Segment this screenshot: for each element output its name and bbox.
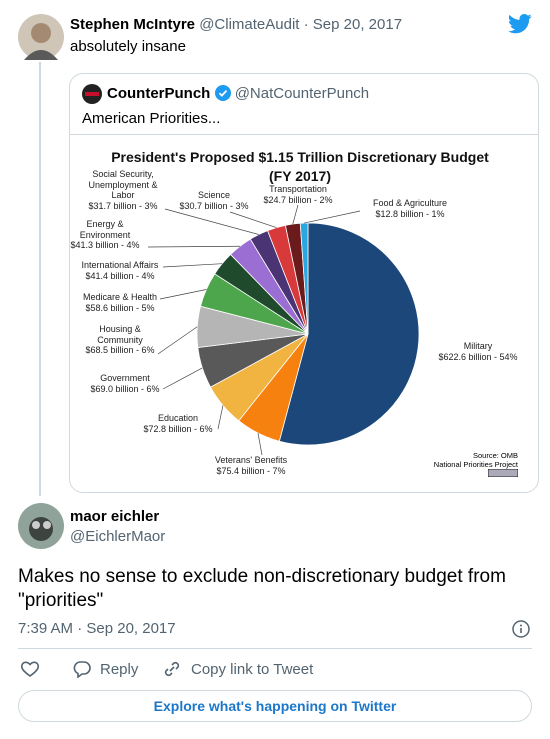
pie-slice	[299, 222, 309, 335]
leader-line	[257, 433, 263, 456]
slice-category: Science	[197, 190, 231, 200]
leader-line	[162, 263, 223, 268]
slice-label: Veterans' Benefits $75.4 billion - 7%	[201, 455, 301, 476]
slice-category: Military	[463, 341, 493, 351]
pie-slice	[278, 222, 420, 446]
leader-line	[292, 204, 299, 225]
slice-value: $24.7 billion - 2%	[263, 194, 333, 205]
slice-value: $41.4 billion - 4%	[85, 270, 155, 281]
slice-value: $622.6 billion - 54%	[438, 351, 518, 362]
slice-label: Military $622.6 billion - 54%	[433, 341, 523, 362]
quoted-name: CounterPunch	[107, 85, 211, 102]
info-icon[interactable]	[512, 620, 530, 638]
quoted-text: American Priorities...	[82, 110, 221, 127]
slice-category: Education	[157, 413, 199, 423]
slice-value: $75.4 billion - 7%	[216, 465, 286, 476]
reply-time[interactable]: 7:39 AM · Sep 20, 2017	[18, 620, 176, 637]
source-org: National Priorities Project	[433, 460, 518, 469]
verified-badge	[214, 85, 231, 101]
slice-category: Medicare & Health	[82, 292, 158, 302]
slice-category: Government	[100, 373, 150, 383]
slice-value: $12.8 billion - 1%	[375, 208, 445, 219]
author-line: Stephen McIntyre @ClimateAudit · Sep 20,…	[70, 16, 402, 33]
slice-label: Government $69.0 billion - 6%	[80, 373, 170, 394]
slice-value: $30.7 billion - 3%	[179, 200, 249, 211]
slice-value: $41.3 billion - 4%	[70, 240, 140, 250]
reply-handle[interactable]: @EichlerMaor	[70, 528, 166, 545]
slice-value: $72.8 billion - 6%	[143, 423, 213, 434]
twitter-logo[interactable]	[508, 14, 532, 34]
source: Source: OMB	[472, 451, 518, 460]
slice-value: $68.5 billion - 6%	[85, 345, 155, 355]
leader-line	[304, 210, 361, 224]
leader-line	[157, 326, 198, 355]
pie-chart	[147, 204, 420, 456]
slice-category: Social Security, Unemployment & Labor	[88, 169, 158, 200]
leader-line	[147, 245, 241, 248]
slice-label: International Affairs $41.4 billion - 4%	[75, 260, 165, 281]
slice-value: $58.6 billion - 5%	[85, 302, 155, 313]
leader-line	[162, 367, 203, 390]
reply-text: Makes no sense to exclude non-discretion…	[18, 566, 506, 611]
divider	[18, 648, 532, 649]
chart-source: Source: OMB National Priorities Project	[400, 451, 519, 479]
thread-line	[39, 62, 41, 496]
slice-category: International Affairs	[81, 260, 159, 270]
reply-name[interactable]: maor eichler	[70, 508, 160, 525]
leader-line	[159, 289, 207, 300]
quoted-tweet[interactable]: CounterPunch @NatCounterPunch American P…	[69, 73, 539, 493]
author-handle[interactable]: @ClimateAudit · Sep 20, 2017	[199, 16, 403, 33]
quoted-handle: @NatCounterPunch	[234, 85, 370, 102]
slice-label: Social Security, Unemployment & Labor $31…	[78, 169, 168, 211]
slice-label: Transportation $24.7 billion - 2%	[253, 184, 343, 205]
avatar	[18, 14, 64, 60]
slice-category: Transportation	[269, 184, 327, 194]
cc-badge	[487, 468, 519, 478]
slice-label: Energy & Environment $41.3 billion - 4%	[70, 219, 140, 251]
quoted-author: CounterPunch @NatCounterPunch	[107, 85, 369, 102]
slice-label: Medicare & Health $58.6 billion - 5%	[75, 292, 165, 313]
slice-category: Energy & Environment	[79, 219, 131, 240]
slice-label: Food & Agriculture $12.8 billion - 1%	[365, 198, 455, 219]
author-name[interactable]: Stephen McIntyre	[70, 16, 196, 33]
slice-label: Housing & Community $68.5 billion - 6%	[80, 324, 160, 356]
slice-label: Science $30.7 billion - 3%	[169, 190, 259, 211]
reply-action[interactable]: Reply	[100, 661, 139, 678]
reply-icon[interactable]	[72, 660, 92, 678]
slice-category: Food & Agriculture	[372, 198, 448, 208]
copy-link-action[interactable]: Copy link to Tweet	[191, 661, 314, 678]
slice-label: Education $72.8 billion - 6%	[133, 413, 223, 434]
slice-value: $31.7 billion - 3%	[88, 200, 158, 211]
explore-button[interactable]: Explore what's happening on Twitter	[18, 690, 532, 722]
slice-category: Veterans' Benefits	[214, 455, 288, 465]
like-icon[interactable]	[20, 660, 40, 678]
tweet-text: absolutely insane	[70, 38, 186, 55]
leader-line	[229, 211, 277, 228]
chart-title: President's Proposed $1.15 Trillion Disc…	[111, 149, 489, 184]
link-icon[interactable]	[162, 660, 182, 678]
slice-category: Housing & Community	[97, 324, 143, 345]
leader-line	[217, 405, 224, 430]
quoted-avatar	[82, 84, 102, 104]
leader-line	[164, 208, 259, 235]
slice-value: $69.0 billion - 6%	[90, 383, 160, 394]
reply-avatar	[18, 503, 64, 549]
chart-image: President's Proposed $1.15 Trillion Disc…	[70, 134, 538, 492]
